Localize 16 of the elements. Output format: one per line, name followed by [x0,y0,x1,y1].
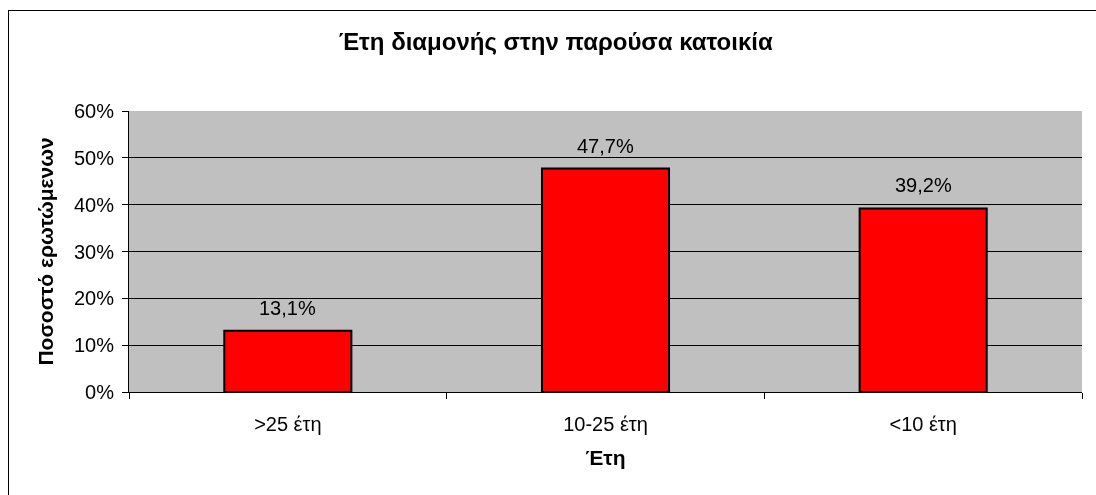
data-label: 39,2% [895,174,952,196]
y-tick-label: 10% [73,334,115,357]
x-tick-label: 10-25 έτη [563,413,648,435]
y-tick-label: 20% [73,287,115,310]
y-tick-label: 0% [85,381,115,403]
y-axis-title: Ποσοστό ερωτώμενων [34,137,58,366]
y-tick-label: 30% [73,240,115,263]
data-label: 13,1% [259,297,316,319]
x-tick-label: >25 έτη [254,413,322,435]
data-label: 47,7% [577,135,634,157]
x-axis-title: Έτη [585,446,626,470]
y-tick-label: 40% [73,193,115,216]
x-tick-label: <10 έτη [889,413,957,435]
chart-title: Έτη διαμονής στην παρούσα κατοικία [338,28,773,56]
y-tick-label: 60% [73,100,115,122]
y-tick-label: 50% [73,146,115,169]
